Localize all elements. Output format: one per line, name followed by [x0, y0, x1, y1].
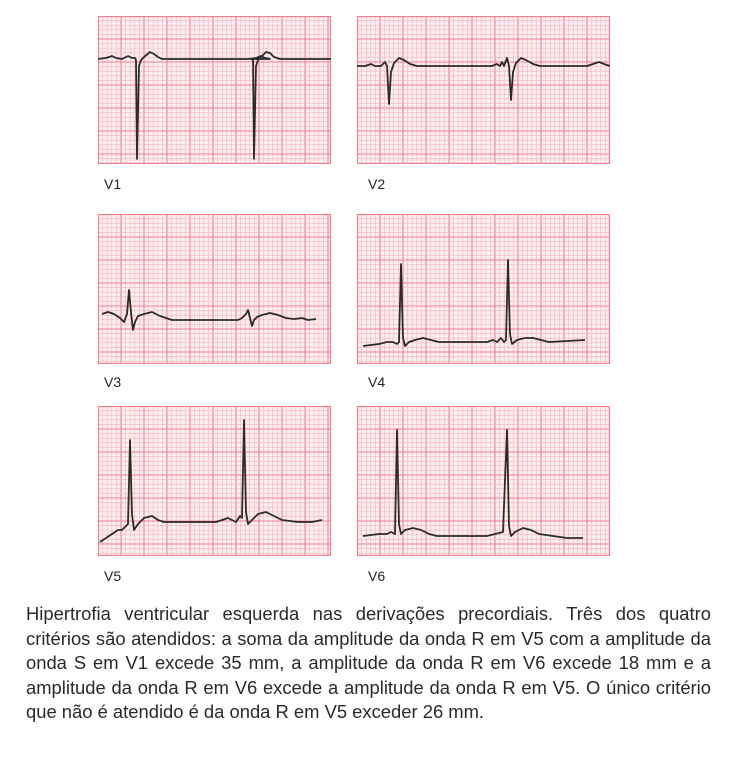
- ecg-grid-border: [357, 16, 610, 164]
- ecg-trace-v5: [99, 419, 323, 543]
- ecg-grid-paper: [98, 406, 331, 556]
- ecg-trace-v1: [98, 51, 331, 160]
- ecg-strip-v1: [98, 16, 331, 164]
- ecg-grid: [98, 16, 331, 164]
- ecg-panel-v2: [357, 16, 610, 164]
- ecg-grid-paper: [357, 16, 610, 164]
- ecg-panel-v5: [98, 406, 331, 556]
- ecg-panel-v3: [98, 214, 331, 364]
- ecg-strip-v2: [357, 16, 610, 164]
- ecg-grid: [357, 16, 610, 164]
- ecg-grid-border: [98, 214, 331, 364]
- ecg-panel-v4: [357, 214, 610, 364]
- ecg-trace-v3: [101, 289, 317, 331]
- lead-label-v6: V6: [368, 568, 386, 584]
- ecg-grid-paper: [98, 214, 331, 364]
- ecg-grid-border: [357, 214, 610, 364]
- lead-label-v5: V5: [104, 568, 122, 584]
- lead-label-v2: V2: [368, 176, 386, 192]
- lead-label-v1: V1: [104, 176, 122, 192]
- ecg-strip-v3: [98, 214, 331, 364]
- lead-label-v3: V3: [104, 374, 122, 390]
- ecg-strip-v6: [357, 406, 610, 556]
- ecg-grid-paper: [357, 406, 610, 556]
- ecg-trace-v6: [362, 429, 583, 539]
- figure-caption: Hipertrofia ventricular esquerda nas der…: [26, 603, 711, 723]
- ecg-panel-v6: [357, 406, 610, 556]
- ecg-grid-border: [98, 16, 331, 164]
- ecg-strip-v5: [98, 406, 331, 556]
- ecg-grid: [98, 406, 331, 556]
- ecg-panel-v1: [98, 16, 331, 164]
- ecg-trace-v4: [362, 259, 586, 347]
- ecg-grid-border: [98, 406, 331, 556]
- ecg-trace-v2: [357, 57, 610, 105]
- ecg-strip-v4: [357, 214, 610, 364]
- lead-label-v4: V4: [368, 374, 386, 390]
- ecg-grid-border: [357, 406, 610, 556]
